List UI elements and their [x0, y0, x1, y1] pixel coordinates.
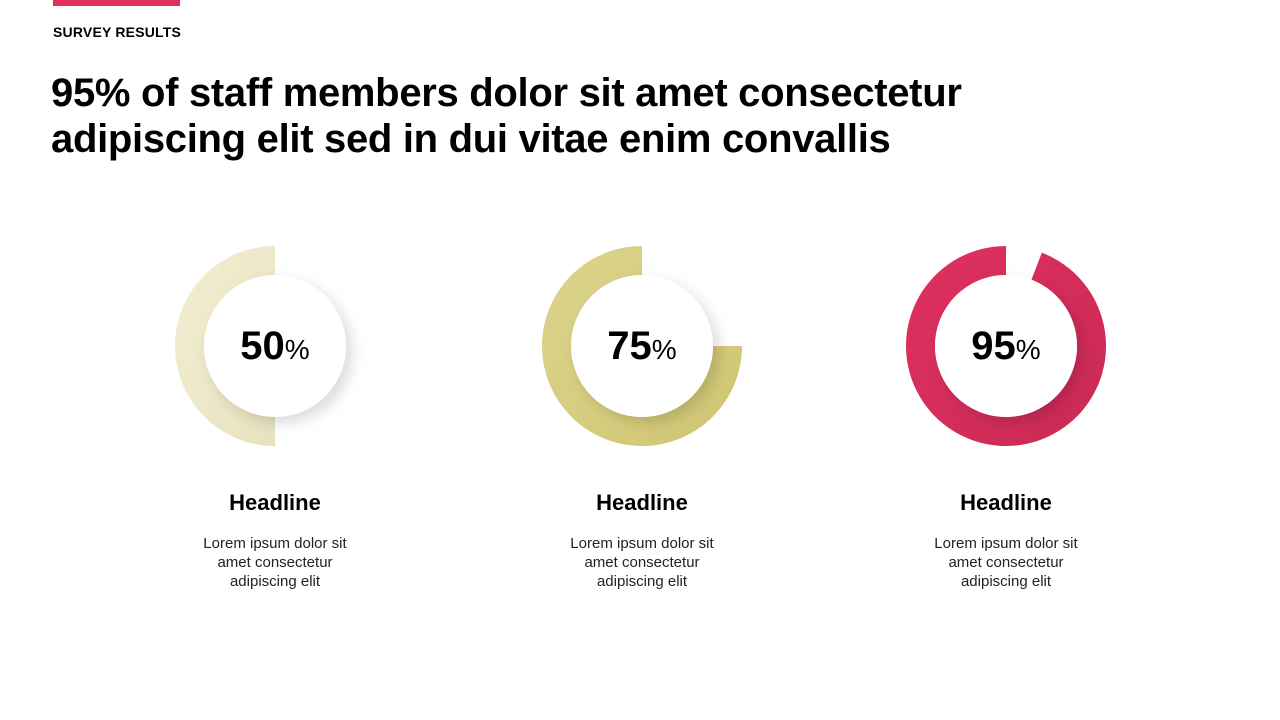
donut-chart-2	[542, 246, 742, 446]
page-title: 95% of staff members dolor sit amet cons…	[51, 71, 962, 161]
stat-2: 75% Headline Lorem ipsum dolor sit amet co…	[522, 246, 762, 606]
stat-1: 50% Headline Lorem ipsum dolor sit amet co…	[155, 246, 395, 606]
stat-description: Lorem ipsum dolor sit amet consectetur a…	[203, 535, 347, 590]
stat-3: 95% Headline Lorem ipsum dolor sit amet co…	[886, 246, 1126, 606]
stat-headline: Headline	[596, 490, 688, 515]
section-label: SURVEY RESULTS	[53, 24, 182, 40]
stat-headline: Headline	[229, 490, 321, 515]
stat-description: Lorem ipsum dolor sit amet consectetur a…	[570, 535, 714, 590]
donut-center	[571, 275, 713, 417]
donut-center	[204, 275, 346, 417]
stat-description: Lorem ipsum dolor sit amet consectetur a…	[934, 535, 1078, 590]
accent-bar	[53, 0, 180, 6]
stat-headline: Headline	[960, 490, 1052, 515]
donut-value-arc	[175, 246, 275, 446]
donut-center	[935, 275, 1077, 417]
donut-chart-3	[906, 246, 1106, 446]
donut-chart-1	[175, 246, 346, 446]
